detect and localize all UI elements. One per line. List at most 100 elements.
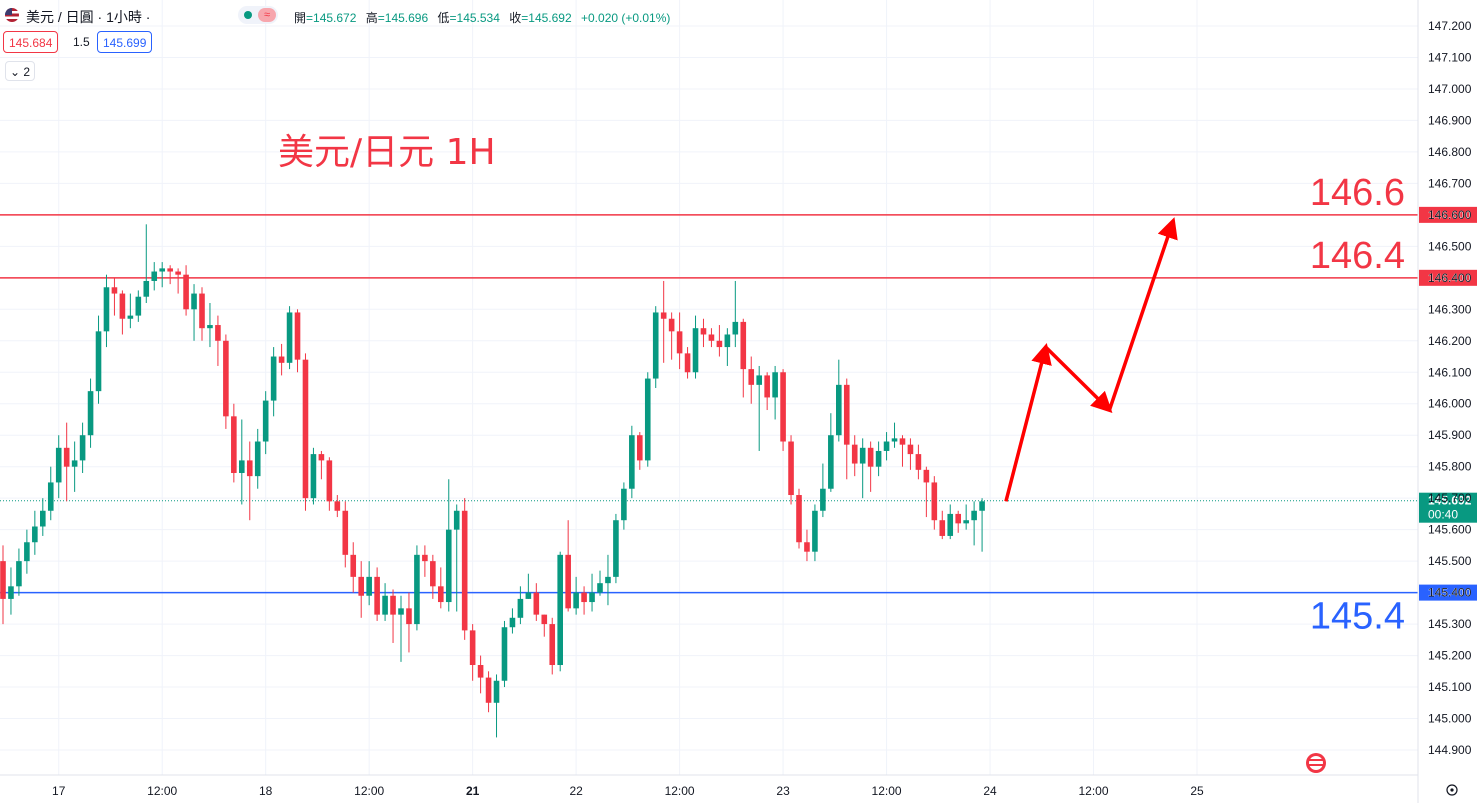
candle-body [453, 510, 460, 530]
settings-icon[interactable] [1446, 784, 1458, 796]
price-tick-label: 145.300 [1428, 617, 1472, 631]
candle-body [358, 576, 364, 596]
candle-body [899, 438, 906, 445]
candle-body [79, 435, 86, 461]
candle-body [87, 391, 94, 436]
open-label: 開 [294, 11, 307, 25]
price-tick-label: 145.400 [1428, 586, 1472, 600]
candle-body [334, 501, 341, 511]
candle-body [350, 554, 357, 577]
candle-body [430, 561, 436, 587]
candle-body [804, 542, 810, 552]
candle-body [47, 482, 54, 511]
candle-body [875, 450, 882, 467]
price-tick-label: 146.000 [1428, 397, 1472, 411]
low-label: 低 [437, 11, 450, 25]
chart-title: 美元/日元 1H [278, 132, 496, 173]
candle-body [318, 454, 325, 461]
candle-body [637, 435, 643, 461]
candle-body [215, 325, 221, 341]
level-annotation: 146.6 [1310, 172, 1405, 214]
candle-body [111, 287, 118, 294]
ohlc-values: 開=145.672 高=145.696 低=145.534 收=145.692 … [294, 9, 676, 26]
level-annotation: 145.4 [1310, 596, 1405, 638]
price-tick-label: 146.300 [1428, 302, 1472, 316]
candle-body [422, 554, 428, 562]
change-value: +0.020 (+0.01%) [581, 11, 671, 25]
price-axis[interactable]: 147.200 147.100 147.000 146.900 146.800 146.7… [1417, 0, 1472, 803]
buy-price-button[interactable]: 145.699 [97, 31, 153, 53]
candle-body [517, 598, 524, 618]
usd-jpy-flag-icon [5, 8, 19, 22]
price-tick-label: 146.600 [1428, 208, 1472, 222]
candle-body [843, 384, 850, 445]
price-tick-label: 146.500 [1428, 239, 1472, 253]
candle-body [549, 624, 556, 666]
candle-body [445, 529, 452, 603]
last-price-label: 145.692 [1428, 494, 1472, 508]
high-value: =145.696 [377, 11, 429, 25]
symbol-title[interactable]: 美元 / 日圓 · 1小時 · [26, 9, 151, 25]
candle-body [676, 331, 683, 354]
candle-body [302, 359, 309, 499]
candle-body [382, 595, 388, 615]
time-axis[interactable]: 17 12:00 18 12:00 21 22 12:00 23 12:00 24 12:00 25 [0, 774, 1418, 798]
candle-body [541, 614, 548, 625]
high-label: 高 [365, 11, 378, 25]
candle-body [135, 296, 142, 316]
candle-body [342, 510, 349, 555]
time-tick-label: 25 [1190, 784, 1204, 798]
indicators-toggle-button[interactable]: ⌄ 2 [5, 61, 35, 81]
candle-body [565, 554, 571, 609]
candle-body [780, 372, 786, 442]
candle-body [246, 460, 253, 477]
candle-body [501, 627, 508, 681]
level-badge-label: 146.400 [1428, 271, 1472, 285]
level-badge-label: 145.400 [1428, 586, 1472, 600]
candle-body [254, 441, 261, 477]
price-tick-label: 145.000 [1428, 712, 1472, 726]
candle-body [979, 501, 985, 511]
candle-body [605, 576, 611, 584]
forecast-arrow [1107, 217, 1178, 411]
candle-body [63, 447, 70, 467]
candle-body [660, 312, 667, 319]
level-badge [1419, 269, 1477, 286]
spread-value: 1.5 [73, 31, 90, 53]
candle-body [95, 331, 102, 392]
candle-body [103, 287, 110, 332]
time-tick-label: 23 [776, 784, 790, 798]
close-label: 收 [509, 11, 522, 25]
candle-body [398, 608, 404, 615]
candle-body [414, 554, 420, 625]
approx-icon: ≈ [258, 8, 276, 22]
candle-body [621, 488, 627, 521]
candle-body [191, 293, 197, 310]
candle-body [159, 268, 165, 272]
level-badge [1419, 206, 1477, 223]
time-tick-label: 22 [569, 784, 583, 798]
candle-body [764, 375, 770, 398]
candle-body [692, 328, 699, 373]
time-tick-label: 12:00 [147, 784, 177, 798]
candle-body [668, 318, 675, 332]
candle-body [589, 592, 595, 603]
candle-body [40, 510, 46, 527]
time-tick-label: 17 [52, 784, 66, 798]
forecast-arrow [1004, 343, 1052, 502]
market-status[interactable]: ≈ [238, 6, 278, 24]
candle-body [262, 400, 269, 442]
candle-body [708, 334, 715, 341]
sell-price-button[interactable]: 145.684 [3, 31, 59, 53]
price-tick-label: 145.100 [1428, 680, 1472, 694]
candle-body [867, 447, 874, 467]
usd-flag-icon[interactable] [1306, 753, 1326, 773]
candle-body [533, 592, 540, 615]
candle-body [700, 328, 707, 335]
candle-body [390, 595, 396, 615]
candle-body [366, 576, 372, 596]
candle-body [278, 356, 285, 363]
price-tick-label: 146.700 [1428, 176, 1472, 190]
candle-body [859, 447, 866, 464]
